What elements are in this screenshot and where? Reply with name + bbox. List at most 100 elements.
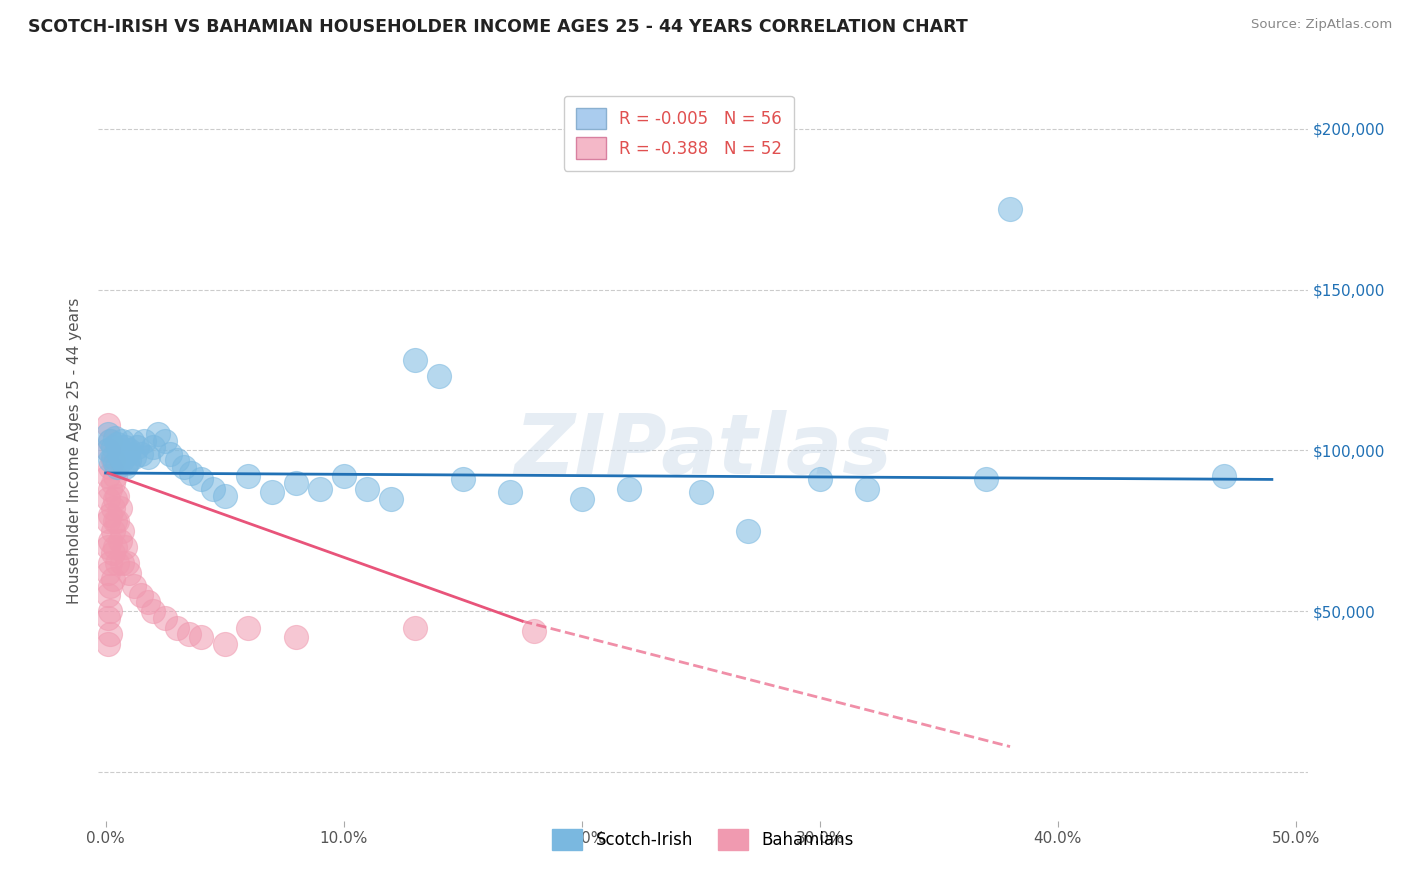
Point: [104, 491, 127, 506]
Point: [98, 453, 121, 467]
Point: [98, 482, 121, 496]
Point: [111, 524, 134, 538]
Point: [115, 447, 138, 461]
Point: [166, 620, 188, 634]
Text: SCOTCH-IRISH VS BAHAMIAN HOUSEHOLDER INCOME AGES 25 - 44 YEARS CORRELATION CHART: SCOTCH-IRISH VS BAHAMIAN HOUSEHOLDER INC…: [28, 18, 967, 36]
Point: [108, 450, 131, 464]
Point: [104, 431, 127, 445]
Point: [98, 508, 121, 522]
Point: [356, 482, 378, 496]
Point: [108, 501, 131, 516]
Point: [97, 540, 120, 554]
Point: [190, 472, 212, 486]
Point: [380, 491, 402, 506]
Point: [101, 450, 124, 464]
Point: [451, 472, 474, 486]
Point: [101, 475, 124, 490]
Point: [98, 556, 121, 570]
Point: [129, 447, 152, 461]
Point: [173, 459, 195, 474]
Point: [427, 369, 450, 384]
Point: [107, 556, 129, 570]
Point: [101, 572, 124, 586]
Point: [98, 533, 121, 548]
Point: [111, 556, 134, 570]
Point: [856, 482, 879, 496]
Point: [115, 456, 138, 470]
Point: [523, 624, 546, 638]
Point: [499, 485, 522, 500]
Point: [101, 453, 124, 467]
Point: [98, 627, 121, 641]
Point: [97, 514, 120, 528]
Point: [98, 434, 121, 448]
Point: [114, 540, 136, 554]
Point: [138, 450, 160, 464]
Point: [107, 489, 129, 503]
Point: [107, 437, 129, 451]
Point: [122, 450, 145, 464]
Point: [190, 630, 212, 644]
Point: [97, 417, 120, 432]
Point: [104, 540, 127, 554]
Point: [111, 434, 134, 448]
Point: [142, 604, 165, 618]
Point: [132, 434, 155, 448]
Point: [125, 440, 148, 454]
Point: [138, 595, 160, 609]
Point: [201, 482, 224, 496]
Point: [118, 566, 141, 580]
Point: [101, 546, 124, 560]
Point: [121, 434, 143, 448]
Point: [285, 475, 308, 490]
Point: [238, 620, 260, 634]
Point: [214, 637, 236, 651]
Point: [104, 456, 127, 470]
Point: [737, 524, 759, 538]
Point: [689, 485, 711, 500]
Point: [104, 514, 127, 528]
Point: [97, 491, 120, 506]
Text: Source: ZipAtlas.com: Source: ZipAtlas.com: [1251, 18, 1392, 31]
Point: [619, 482, 641, 496]
Point: [159, 447, 181, 461]
Point: [107, 514, 129, 528]
Point: [122, 579, 145, 593]
Legend: Scotch-Irish, Bahamians: Scotch-Irish, Bahamians: [546, 822, 860, 856]
Point: [98, 459, 121, 474]
Point: [97, 566, 120, 580]
Point: [998, 202, 1021, 216]
Point: [115, 556, 138, 570]
Point: [974, 472, 997, 486]
Point: [153, 434, 176, 448]
Point: [808, 472, 831, 486]
Point: [214, 489, 236, 503]
Point: [1213, 469, 1236, 483]
Point: [177, 627, 200, 641]
Point: [107, 459, 129, 474]
Point: [101, 524, 124, 538]
Point: [108, 443, 131, 458]
Point: [97, 443, 120, 458]
Point: [97, 443, 120, 458]
Point: [166, 453, 188, 467]
Point: [97, 588, 120, 602]
Point: [404, 620, 426, 634]
Point: [146, 427, 169, 442]
Point: [308, 482, 330, 496]
Point: [571, 491, 593, 506]
Y-axis label: Householder Income Ages 25 - 44 years: Householder Income Ages 25 - 44 years: [67, 297, 83, 604]
Point: [129, 588, 152, 602]
Point: [101, 440, 124, 454]
Point: [114, 459, 136, 474]
Point: [404, 353, 426, 368]
Point: [108, 533, 131, 548]
Point: [104, 469, 127, 483]
Point: [153, 611, 176, 625]
Point: [98, 604, 121, 618]
Point: [114, 440, 136, 454]
Point: [97, 637, 120, 651]
Point: [101, 501, 124, 516]
Point: [180, 466, 202, 480]
Point: [98, 434, 121, 448]
